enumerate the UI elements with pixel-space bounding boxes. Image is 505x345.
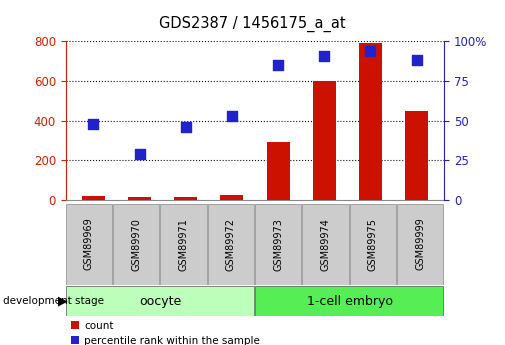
Bar xyxy=(359,43,382,200)
Bar xyxy=(174,197,197,200)
Text: 1-cell embryo: 1-cell embryo xyxy=(307,295,393,307)
Bar xyxy=(220,195,243,200)
Bar xyxy=(82,196,105,200)
Text: GDS2387 / 1456175_a_at: GDS2387 / 1456175_a_at xyxy=(159,16,346,32)
Text: GSM89971: GSM89971 xyxy=(179,218,188,270)
Text: ▶: ▶ xyxy=(58,295,68,307)
Bar xyxy=(397,204,443,285)
Point xyxy=(367,48,375,54)
Bar xyxy=(313,81,336,200)
Bar xyxy=(405,111,428,200)
Bar xyxy=(255,286,443,316)
Bar xyxy=(302,204,349,285)
Bar xyxy=(128,197,151,200)
Point xyxy=(182,124,190,130)
Bar xyxy=(255,204,301,285)
Text: development stage: development stage xyxy=(3,296,104,306)
Bar xyxy=(66,286,254,316)
Point xyxy=(135,151,143,157)
Bar xyxy=(113,204,160,285)
Bar xyxy=(267,141,290,200)
Text: GSM89999: GSM89999 xyxy=(415,218,425,270)
Text: GSM89970: GSM89970 xyxy=(131,218,141,270)
Text: GSM89972: GSM89972 xyxy=(226,218,236,270)
Text: oocyte: oocyte xyxy=(139,295,181,307)
Text: GSM89974: GSM89974 xyxy=(321,218,331,270)
Text: GSM89969: GSM89969 xyxy=(84,218,94,270)
Bar xyxy=(208,204,254,285)
Text: GSM89973: GSM89973 xyxy=(273,218,283,270)
Bar xyxy=(66,204,112,285)
Legend: count, percentile rank within the sample: count, percentile rank within the sample xyxy=(71,321,260,345)
Text: GSM89975: GSM89975 xyxy=(368,218,378,270)
Point xyxy=(320,53,328,58)
Bar xyxy=(161,204,207,285)
Point xyxy=(89,121,97,127)
Point xyxy=(413,58,421,63)
Point xyxy=(228,113,236,119)
Bar xyxy=(349,204,396,285)
Point xyxy=(274,62,282,68)
